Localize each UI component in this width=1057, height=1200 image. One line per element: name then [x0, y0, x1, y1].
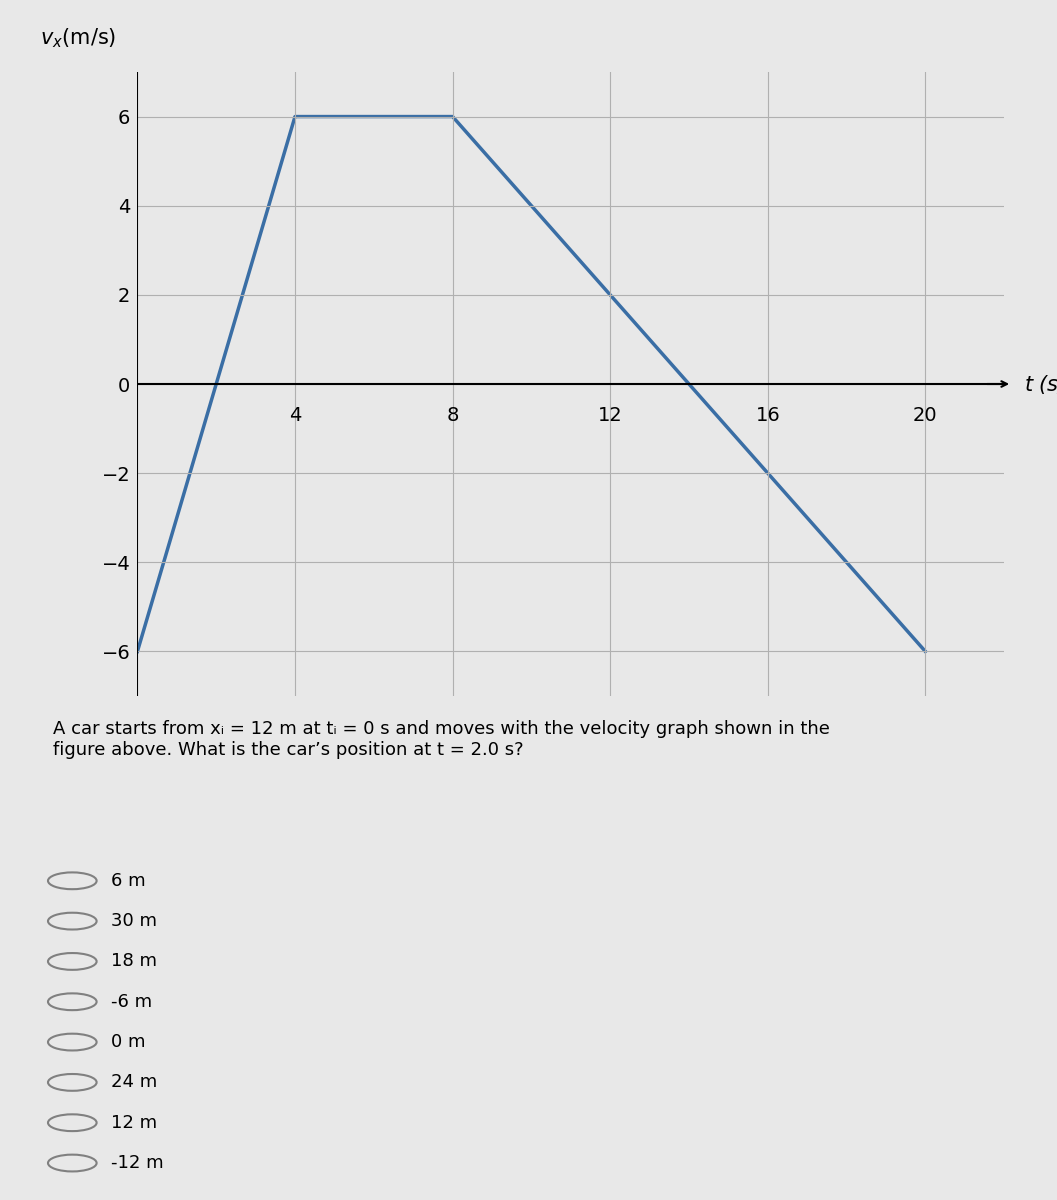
Text: $t$ (s): $t$ (s) — [1024, 372, 1057, 396]
Text: 24 m: 24 m — [111, 1073, 157, 1092]
Text: 4: 4 — [289, 407, 301, 425]
Text: -6 m: -6 m — [111, 992, 152, 1010]
Text: 0 m: 0 m — [111, 1033, 146, 1051]
Text: A car starts from xᵢ = 12 m at tᵢ = 0 s and moves with the velocity graph shown : A car starts from xᵢ = 12 m at tᵢ = 0 s … — [53, 720, 830, 758]
Text: 6 m: 6 m — [111, 871, 146, 889]
Text: 20: 20 — [913, 407, 938, 425]
Text: $v_x$(m/s): $v_x$(m/s) — [40, 26, 116, 49]
Text: 16: 16 — [756, 407, 780, 425]
Text: 18 m: 18 m — [111, 953, 157, 971]
Text: -12 m: -12 m — [111, 1154, 164, 1172]
Text: 30 m: 30 m — [111, 912, 157, 930]
Text: 8: 8 — [446, 407, 459, 425]
Text: 12 m: 12 m — [111, 1114, 157, 1132]
Text: 12: 12 — [598, 407, 623, 425]
